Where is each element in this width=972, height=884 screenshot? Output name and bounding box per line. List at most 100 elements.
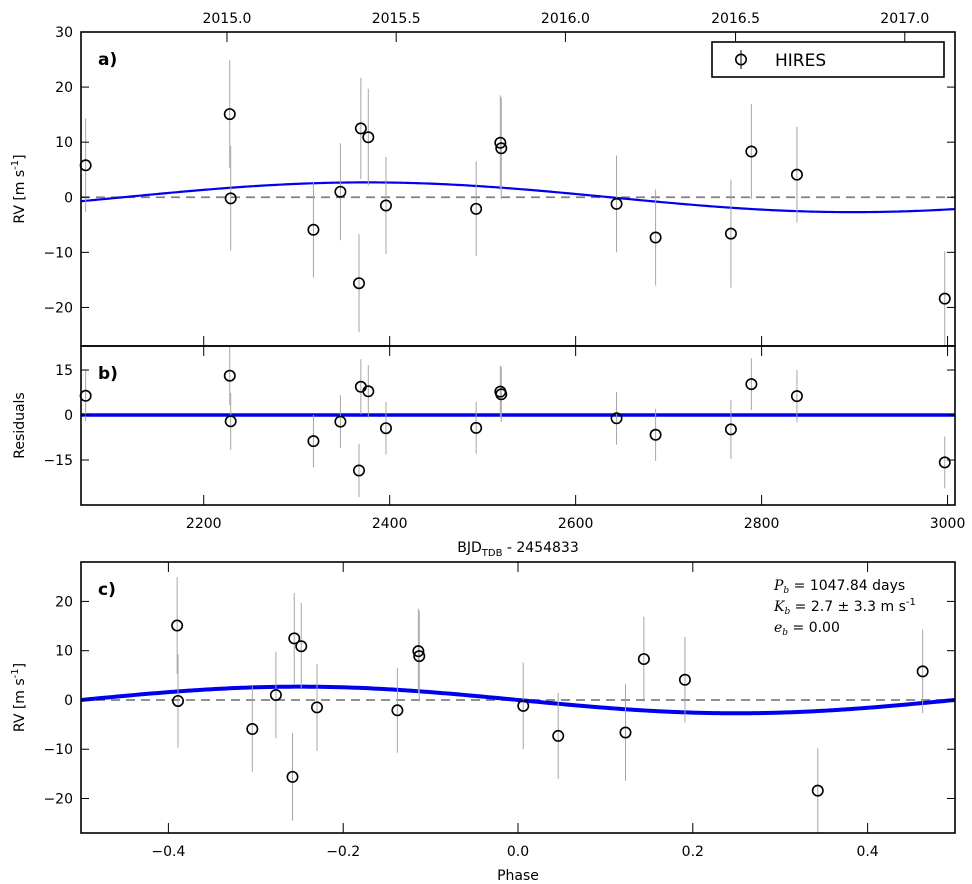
data-point xyxy=(379,199,392,212)
data-point xyxy=(649,428,662,441)
data-point xyxy=(334,185,347,198)
x-tick-label: 2200 xyxy=(186,516,222,532)
data-point xyxy=(412,645,425,658)
y-tick-label: 0 xyxy=(64,693,73,709)
plot-frame xyxy=(80,345,956,506)
y-tick-label: 10 xyxy=(55,644,73,660)
data-point xyxy=(310,701,323,714)
data-point xyxy=(494,136,507,149)
y-tick-label: 20 xyxy=(55,594,73,610)
x-tick-label: −0.4 xyxy=(151,844,185,860)
data-point xyxy=(224,192,237,205)
x-tick-label: 0.4 xyxy=(856,844,878,860)
data-point xyxy=(362,131,375,144)
y-tick-label: 0 xyxy=(64,190,73,206)
data-point xyxy=(517,699,530,712)
panel-c-phase-folded: −20 −10 0 10 20 −0.4 −0.2 0.0 0.2 0.4 c) RV [m s-1]… xyxy=(10,561,956,884)
data-point xyxy=(413,650,426,663)
legend-box xyxy=(711,41,945,78)
data-point xyxy=(678,673,691,686)
x-tick-label: 3000 xyxy=(930,516,966,532)
data-point xyxy=(362,385,375,398)
legend: HIRES xyxy=(711,41,945,78)
data-point xyxy=(171,619,184,632)
data-point xyxy=(379,422,392,435)
top-axis-tick-label: 2015.0 xyxy=(202,11,251,27)
x-tick-label: −0.2 xyxy=(326,844,360,860)
data-point xyxy=(745,378,758,391)
y-axis-label: RV [m s-1] xyxy=(10,663,28,732)
top-axis-tick-label: 2015.5 xyxy=(372,11,421,27)
data-point xyxy=(470,421,483,434)
data-point xyxy=(495,388,508,401)
data-point xyxy=(637,653,650,666)
x-tick-label: 0.2 xyxy=(682,844,704,860)
data-point xyxy=(354,122,367,135)
data-point xyxy=(724,227,737,240)
data-point xyxy=(619,726,632,739)
panel-label: c) xyxy=(98,580,116,600)
x-axis-label: Phase xyxy=(497,868,539,884)
data-point xyxy=(286,770,299,783)
y-tick-label: −15 xyxy=(43,453,73,469)
y-tick-label: −20 xyxy=(43,792,73,808)
annotation-line: eb = 0.00 xyxy=(774,620,840,638)
data-point xyxy=(295,640,308,653)
data-point xyxy=(353,464,366,477)
top-axis-tick-label: 2016.0 xyxy=(541,11,590,27)
annotation-line: Pb = 1047.84 days xyxy=(773,578,905,596)
panel-a-rv-time: −20 −10 0 10 20 30 2015.0 2015.5 2016.0 2016.5 201… xyxy=(10,11,956,347)
y-tick-label: 0 xyxy=(64,408,73,424)
x-tick-label: 0.0 xyxy=(507,844,529,860)
y-tick-label: −20 xyxy=(43,300,73,316)
data-point xyxy=(246,723,259,736)
x-axis-label: BJDTDB - 2454833 xyxy=(457,540,579,559)
x-tick-label: 2800 xyxy=(744,516,780,532)
data-point xyxy=(790,390,803,403)
data-point xyxy=(224,415,237,428)
data-point xyxy=(353,277,366,290)
x-tick-label: 2600 xyxy=(558,516,594,532)
data-point xyxy=(552,729,565,742)
y-tick-label: 30 xyxy=(55,25,73,41)
data-point xyxy=(391,704,404,717)
top-axis-tick-label: 2017.0 xyxy=(880,11,929,27)
panel-b-residuals: −15 0 15 2200 2400 2600 2800 3000 b) Residuals BJD… xyxy=(12,345,966,559)
annotation-line: Kb = 2.7 ± 3.3 m s-1 xyxy=(773,597,916,617)
data-point xyxy=(334,415,347,428)
top-axis-tick-label: 2016.5 xyxy=(711,11,760,27)
data-point xyxy=(172,694,185,707)
legend-label: HIRES xyxy=(775,51,826,71)
data-point xyxy=(916,665,929,678)
panel-label: a) xyxy=(98,50,117,70)
data-point xyxy=(610,197,623,210)
data-point xyxy=(470,202,483,215)
data-point xyxy=(811,784,824,797)
data-point xyxy=(938,456,951,469)
data-point xyxy=(288,632,301,645)
data-point xyxy=(223,108,236,121)
data-point xyxy=(649,231,662,244)
y-axis-label: RV [m s-1] xyxy=(10,154,28,223)
data-point xyxy=(938,292,951,305)
model-curve xyxy=(80,181,956,214)
model-curve xyxy=(80,684,956,716)
data-point xyxy=(307,435,320,448)
y-tick-label: 20 xyxy=(55,80,73,96)
y-tick-label: 10 xyxy=(55,135,73,151)
legend-marker xyxy=(734,53,747,66)
data-point xyxy=(724,423,737,436)
data-point xyxy=(223,369,236,382)
data-point xyxy=(307,223,320,236)
data-point xyxy=(610,412,623,425)
data-point xyxy=(745,145,758,158)
y-tick-label: −10 xyxy=(43,742,73,758)
x-tick-label: 2400 xyxy=(372,516,408,532)
y-axis-label: Residuals xyxy=(12,392,28,458)
data-point xyxy=(790,168,803,181)
panel-label: b) xyxy=(98,364,118,384)
data-point xyxy=(495,142,508,155)
y-tick-label: −10 xyxy=(43,245,73,261)
data-point xyxy=(269,689,282,702)
